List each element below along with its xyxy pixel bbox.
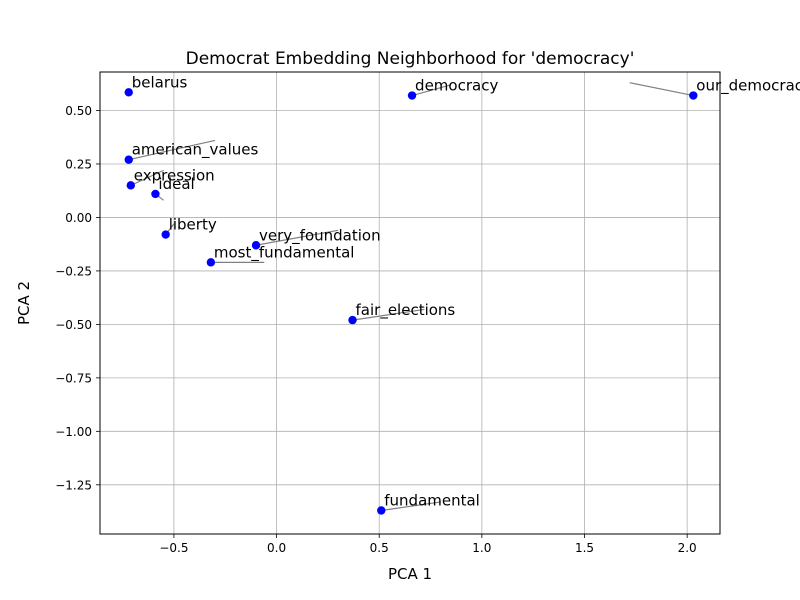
y-axis-ticks: 0.50 0.25 0.00 −0.25 −0.50 −0.75 −1.00 −1.25 (55, 104, 100, 492)
y-tick-label: −1.25 (55, 478, 92, 492)
point-label: fundamental (384, 491, 480, 509)
chart-title: Democrat Embedding Neighborhood for 'dem… (186, 49, 635, 69)
x-tick-label: 0.5 (370, 541, 389, 555)
y-tick-label: 0.00 (65, 211, 92, 225)
x-tick-label: −0.5 (159, 541, 188, 555)
y-axis-label: PCA 2 (15, 281, 33, 325)
point-labels: belarus democracy our_democracy american_va… (132, 73, 800, 509)
y-tick-label: −1.00 (55, 425, 92, 439)
y-tick-label: −0.50 (55, 318, 92, 332)
point-label: ideal (158, 175, 194, 193)
point-label: american_values (132, 141, 259, 160)
y-tick-label: −0.25 (55, 264, 92, 278)
point-label: our_democracy (696, 77, 800, 96)
x-axis-label: PCA 1 (388, 565, 432, 583)
point-label: liberty (169, 216, 217, 234)
x-tick-label: 1.5 (575, 541, 594, 555)
point-label: most_fundamental (214, 243, 355, 262)
point-label: belarus (132, 73, 188, 91)
x-tick-label: 1.0 (472, 541, 491, 555)
x-axis-ticks: −0.5 0.0 0.5 1.0 1.5 2.0 (159, 534, 696, 555)
y-tick-label: 0.50 (65, 104, 92, 118)
x-tick-label: 0.0 (267, 541, 286, 555)
y-tick-label: −0.75 (55, 371, 92, 385)
leader-line (630, 83, 694, 96)
x-tick-label: 2.0 (678, 541, 697, 555)
point-label: fair_elections (356, 301, 456, 320)
point-label: democracy (415, 77, 498, 95)
y-tick-label: 0.25 (65, 157, 92, 171)
